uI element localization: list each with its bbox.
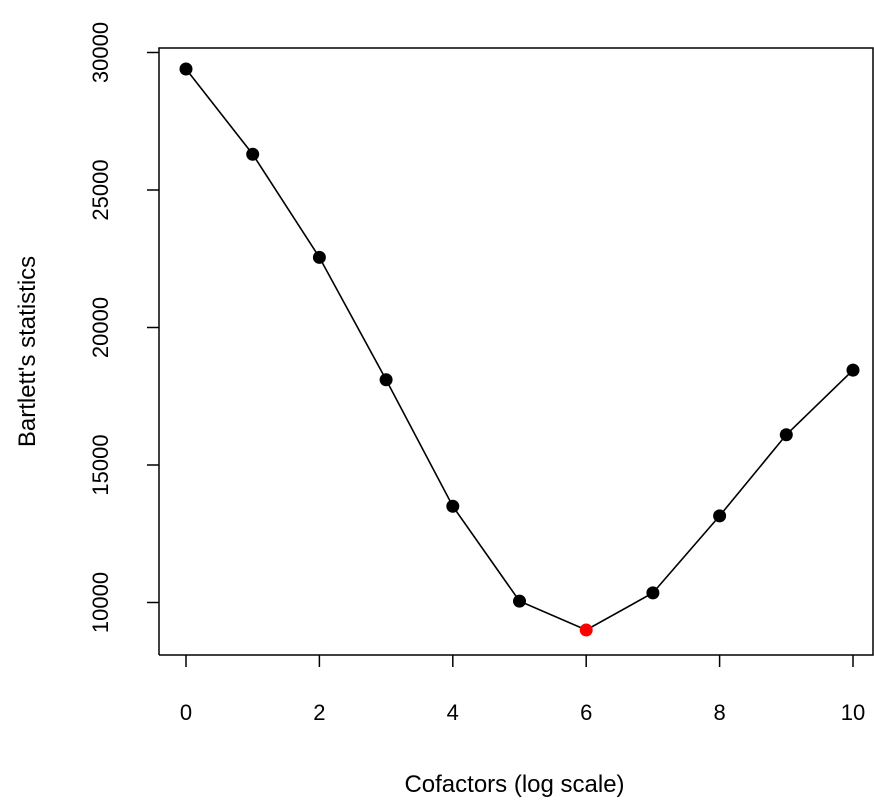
x-tick-label: 6	[580, 700, 592, 725]
y-tick-label: 10000	[88, 572, 113, 633]
plot-border	[159, 48, 873, 655]
data-point	[713, 509, 726, 522]
y-tick-label: 15000	[88, 434, 113, 495]
data-point	[313, 251, 326, 264]
x-tick-label: 2	[313, 700, 325, 725]
data-point	[380, 373, 393, 386]
data-point	[513, 595, 526, 608]
y-tick-label: 20000	[88, 297, 113, 358]
x-axis-title: Cofactors (log scale)	[404, 771, 624, 798]
data-point	[246, 148, 259, 161]
plot-area-frame	[159, 48, 873, 655]
x-tick-label: 4	[447, 700, 459, 725]
y-tick-label: 25000	[88, 159, 113, 220]
data-point	[180, 63, 193, 76]
data-point	[446, 500, 459, 513]
data-point	[646, 586, 659, 599]
x-axis: 0 2 4 6 8 10	[180, 655, 865, 725]
y-axis: 10000 15000 20000 25000 30000	[88, 22, 159, 633]
y-axis-title: Bartlett's statistics	[14, 256, 41, 447]
data-point-minimum	[580, 624, 593, 637]
y-tick-label: 30000	[88, 22, 113, 83]
series-line-group	[186, 69, 853, 630]
x-tick-label: 0	[180, 700, 192, 725]
series-points-group	[180, 63, 860, 637]
data-point	[847, 364, 860, 377]
data-point	[780, 428, 793, 441]
series-line	[186, 69, 853, 630]
x-tick-label: 8	[713, 700, 725, 725]
x-tick-label: 10	[841, 700, 865, 725]
